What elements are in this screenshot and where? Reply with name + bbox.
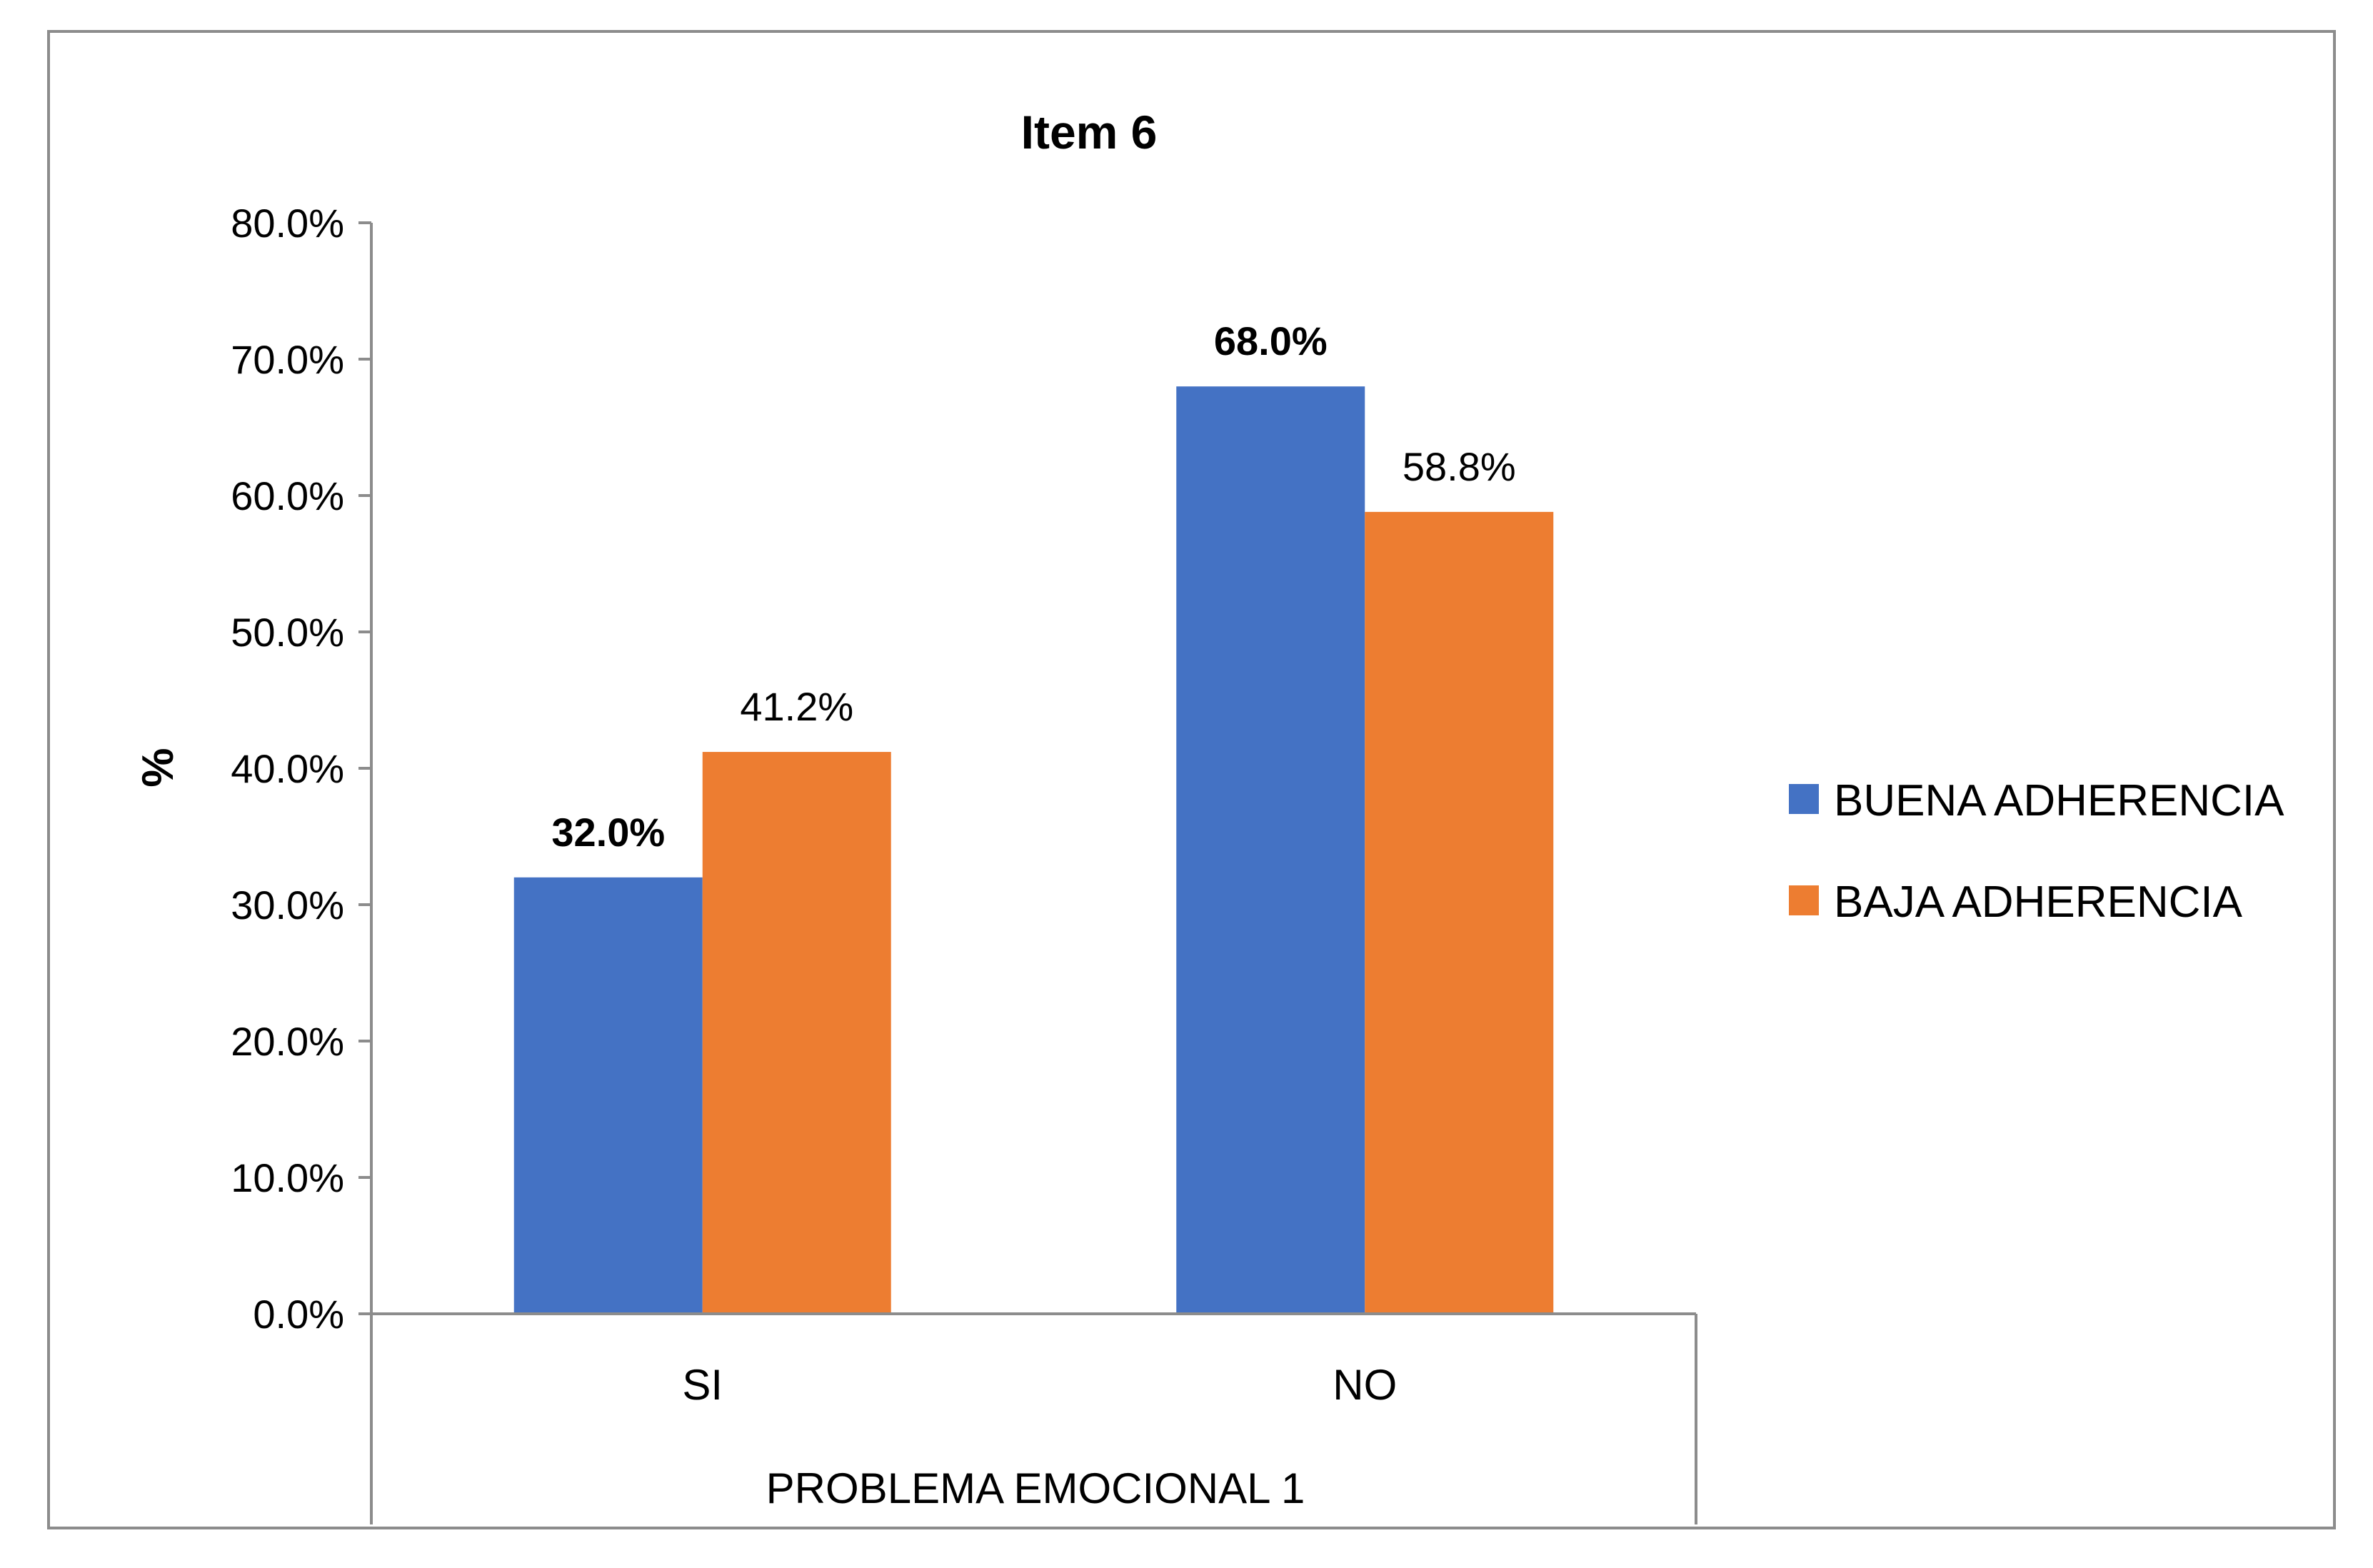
x-tick-label: SI	[682, 1361, 723, 1409]
data-label: 32.0%	[551, 810, 665, 855]
x-axis: SI NO	[358, 1312, 1697, 1524]
data-labels: 32.0% 41.2% 68.0% 58.8%	[551, 318, 1515, 855]
y-tick-label: 10.0%	[231, 1155, 344, 1200]
y-axis: 0.0% 10.0% 20.0% 30.0% 40.0% 50.0% 60.0% 70.0% 8…	[231, 201, 373, 1337]
chart-title: Item 6	[1021, 106, 1158, 159]
y-tick-label: 30.0%	[231, 883, 344, 928]
x-tick-label: NO	[1333, 1361, 1397, 1409]
y-tick-label: 40.0%	[231, 746, 344, 791]
bar-si-baja	[702, 752, 891, 1314]
legend-swatch	[1789, 784, 1819, 814]
data-label: 58.8%	[1403, 444, 1516, 489]
legend: BUENA ADHERENCIA BAJA ADHERENCIA	[1789, 776, 2284, 927]
data-label: 41.2%	[740, 684, 853, 729]
y-axis-label: %	[134, 748, 183, 787]
legend-label: BUENA ADHERENCIA	[1834, 776, 2284, 825]
y-tick-label: 50.0%	[231, 610, 344, 655]
legend-label: BAJA ADHERENCIA	[1834, 878, 2243, 927]
x-axis-label: PROBLEMA EMOCIONAL 1	[766, 1464, 1305, 1512]
bar-no-baja	[1365, 511, 1554, 1315]
legend-swatch	[1789, 885, 1819, 915]
y-tick-label: 0.0%	[253, 1292, 344, 1337]
bar-no-buena	[1176, 386, 1365, 1315]
data-label: 68.0%	[1214, 318, 1328, 363]
bars	[513, 386, 1554, 1315]
y-tick-label: 20.0%	[231, 1019, 344, 1064]
y-tick-label: 60.0%	[231, 473, 344, 518]
y-tick-label: 80.0%	[231, 201, 344, 246]
bar-si-buena	[513, 877, 703, 1314]
y-tick-label: 70.0%	[231, 337, 344, 382]
